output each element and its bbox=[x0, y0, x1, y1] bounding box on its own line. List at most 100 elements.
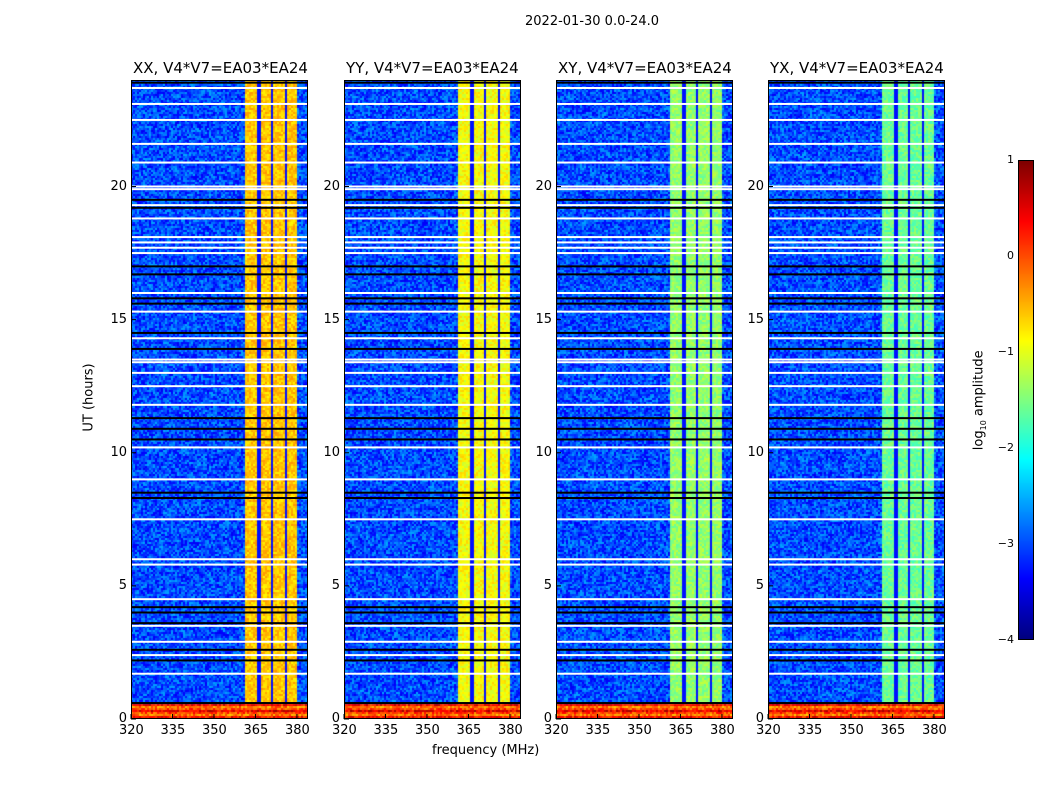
flagged-row-white bbox=[344, 185, 521, 188]
flagged-row-black bbox=[768, 297, 945, 300]
x-tick-label: 320 bbox=[756, 723, 781, 738]
x-tick-label: 335 bbox=[373, 723, 399, 738]
flagged-row-white bbox=[556, 102, 733, 105]
y-tick-label: 0 bbox=[755, 711, 764, 726]
flagged-row-black bbox=[131, 81, 308, 84]
flagged-row-white bbox=[556, 358, 733, 361]
flagged-row-white bbox=[768, 385, 945, 388]
flagged-row-black bbox=[768, 81, 945, 84]
flagged-row-white bbox=[556, 161, 733, 164]
flagged-row-white bbox=[131, 385, 308, 388]
flagged-row-white bbox=[344, 361, 521, 364]
flagged-row-black bbox=[768, 265, 945, 268]
flagged-row-white bbox=[344, 118, 521, 121]
flagged-row-black bbox=[131, 427, 308, 430]
flagged-row-black bbox=[768, 622, 945, 625]
flagged-row-black bbox=[131, 302, 308, 305]
y-tick-label: 5 bbox=[118, 577, 127, 593]
flagged-row-black bbox=[344, 265, 521, 268]
figure-title: 2022-01-30 0.0-24.0 bbox=[525, 14, 659, 29]
flagged-row-white bbox=[768, 446, 945, 449]
panel-title: XX, V4*V7=EA03*EA24 bbox=[133, 59, 308, 77]
flagged-row-white bbox=[768, 672, 945, 675]
y-tick-label: 20 bbox=[323, 178, 340, 194]
flagged-row-black bbox=[344, 648, 521, 651]
colorbar-label-sub: 10 bbox=[979, 420, 989, 431]
flagged-row-white bbox=[768, 185, 945, 188]
flagged-row-black bbox=[131, 198, 308, 201]
flagged-row-white bbox=[768, 361, 945, 364]
flagged-row-white bbox=[131, 246, 308, 249]
flagged-row-black bbox=[768, 302, 945, 305]
flagged-row-white bbox=[131, 236, 308, 239]
flagged-row-white bbox=[768, 563, 945, 566]
flagged-row-white bbox=[768, 558, 945, 561]
flagged-row-white bbox=[768, 640, 945, 643]
flagged-row-black bbox=[131, 611, 308, 614]
flagged-row-white bbox=[131, 217, 308, 220]
flagged-row-black bbox=[768, 491, 945, 494]
axes-frame bbox=[768, 80, 945, 719]
flagged-row-white bbox=[344, 337, 521, 340]
x-tick-label: 365 bbox=[880, 723, 906, 738]
flagged-row-black bbox=[556, 331, 733, 334]
y-axis-label: UT (hours) bbox=[81, 363, 97, 432]
flagged-row-black bbox=[131, 417, 308, 420]
flagged-row-black bbox=[344, 438, 521, 441]
flagged-row-white bbox=[344, 654, 521, 657]
x-tick-label: 335 bbox=[160, 723, 186, 738]
flagged-row-white bbox=[131, 241, 308, 244]
flagged-row-black bbox=[768, 438, 945, 441]
x-tick-label: 380 bbox=[921, 723, 947, 738]
flagged-row-white bbox=[556, 478, 733, 481]
flagged-row-white bbox=[344, 246, 521, 249]
y-tick-label: 0 bbox=[118, 711, 127, 726]
flagged-row-black bbox=[131, 273, 308, 276]
flagged-row-black bbox=[556, 265, 733, 268]
flagged-row-white bbox=[768, 337, 945, 340]
x-tick-label: 365 bbox=[243, 723, 269, 738]
x-tick-label: 335 bbox=[797, 723, 823, 738]
flagged-row-black bbox=[768, 611, 945, 614]
flagged-row-black bbox=[768, 648, 945, 651]
flagged-row-black bbox=[131, 606, 308, 609]
flagged-row-black bbox=[344, 297, 521, 300]
spectrogram-panel bbox=[343, 80, 521, 720]
flagged-row-black bbox=[131, 438, 308, 441]
flagged-row-black bbox=[344, 198, 521, 201]
flagged-row-white bbox=[556, 446, 733, 449]
flagged-row-white bbox=[556, 640, 733, 643]
flagged-row-white bbox=[131, 518, 308, 521]
flagged-row-white bbox=[344, 624, 521, 627]
flagged-row-white bbox=[131, 102, 308, 105]
colorbar-tick-label: 0 bbox=[1007, 249, 1014, 262]
y-tick-label: 0 bbox=[543, 711, 552, 726]
flagged-row-black bbox=[131, 622, 308, 625]
flagged-row-white bbox=[131, 185, 308, 188]
flagged-row-white bbox=[344, 142, 521, 145]
flagged-row-white bbox=[344, 371, 521, 374]
flagged-row-white bbox=[131, 118, 308, 121]
y-tick-label: 5 bbox=[755, 577, 764, 593]
flagged-row-black bbox=[344, 417, 521, 420]
flagged-row-white bbox=[344, 252, 521, 255]
axes-frame bbox=[344, 80, 521, 719]
flagged-row-white bbox=[768, 188, 945, 191]
flagged-row-white bbox=[131, 361, 308, 364]
flagged-row-white bbox=[556, 337, 733, 340]
x-tick-label: 320 bbox=[332, 723, 357, 738]
flagged-row-white bbox=[131, 672, 308, 675]
flagged-row-white bbox=[131, 624, 308, 627]
flagged-row-black bbox=[556, 611, 733, 614]
flagged-row-black bbox=[768, 417, 945, 420]
flagged-row-white bbox=[768, 478, 945, 481]
flagged-row-black bbox=[131, 331, 308, 334]
flagged-row-black bbox=[768, 702, 945, 705]
flagged-row-white bbox=[768, 102, 945, 105]
flagged-row-white bbox=[131, 252, 308, 255]
x-tick-label: 380 bbox=[497, 723, 523, 738]
flagged-row-white bbox=[556, 204, 733, 207]
flagged-row-white bbox=[556, 252, 733, 255]
y-tick-label: 10 bbox=[323, 444, 340, 460]
panel-title: XY, V4*V7=EA03*EA24 bbox=[558, 59, 732, 77]
